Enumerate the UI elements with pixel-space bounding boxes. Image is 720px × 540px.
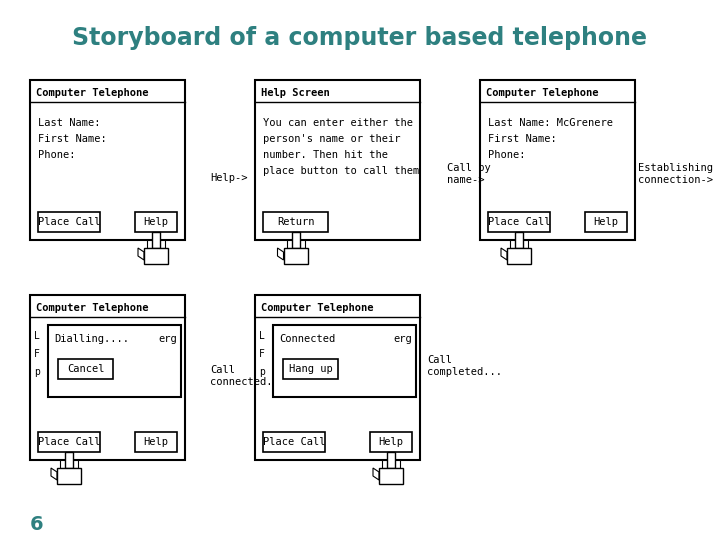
Polygon shape bbox=[292, 232, 300, 248]
Polygon shape bbox=[287, 240, 292, 248]
Text: Help Screen: Help Screen bbox=[261, 88, 330, 98]
Text: Computer Telephone: Computer Telephone bbox=[486, 88, 598, 98]
Text: Cancel: Cancel bbox=[67, 364, 104, 374]
Bar bbox=[135, 212, 177, 232]
Text: You can enter either the: You can enter either the bbox=[263, 118, 413, 128]
Bar bbox=[370, 432, 412, 452]
Bar bbox=[48, 325, 181, 397]
Text: Call by
name->: Call by name-> bbox=[447, 163, 491, 185]
Text: Hang up: Hang up bbox=[289, 364, 333, 374]
Bar bbox=[255, 80, 420, 240]
Text: Place Call: Place Call bbox=[37, 217, 100, 227]
Text: 6: 6 bbox=[30, 516, 44, 535]
Text: erg: erg bbox=[158, 334, 177, 344]
Text: Help: Help bbox=[379, 437, 403, 447]
Text: Place Call: Place Call bbox=[487, 217, 550, 227]
Polygon shape bbox=[277, 248, 284, 260]
Polygon shape bbox=[159, 240, 165, 248]
Bar bbox=[585, 212, 627, 232]
Text: First Name:: First Name: bbox=[488, 134, 557, 144]
Bar bbox=[38, 212, 100, 232]
Text: Computer Telephone: Computer Telephone bbox=[36, 88, 148, 98]
Text: L: L bbox=[34, 331, 40, 341]
Text: Computer Telephone: Computer Telephone bbox=[36, 303, 148, 313]
Text: Storyboard of a computer based telephone: Storyboard of a computer based telephone bbox=[73, 26, 647, 50]
Bar bbox=[38, 432, 100, 452]
Polygon shape bbox=[522, 240, 528, 248]
Text: Call
connected...: Call connected... bbox=[210, 365, 285, 387]
Text: p: p bbox=[34, 367, 40, 377]
Bar bbox=[135, 432, 177, 452]
Polygon shape bbox=[51, 468, 57, 480]
Bar bbox=[263, 432, 325, 452]
Text: Connected: Connected bbox=[279, 334, 336, 344]
Bar bbox=[488, 212, 550, 232]
Text: Return: Return bbox=[276, 217, 314, 227]
Bar bbox=[30, 80, 185, 240]
Bar bbox=[58, 359, 113, 379]
Text: Help: Help bbox=[143, 217, 168, 227]
Text: person's name or their: person's name or their bbox=[263, 134, 400, 144]
Polygon shape bbox=[72, 460, 78, 468]
Text: Phone:: Phone: bbox=[38, 150, 76, 160]
Text: Help: Help bbox=[143, 437, 168, 447]
Polygon shape bbox=[144, 248, 168, 264]
Polygon shape bbox=[379, 468, 403, 484]
Text: Dialling....: Dialling.... bbox=[54, 334, 129, 344]
Polygon shape bbox=[515, 232, 523, 248]
Text: number. Then hit the: number. Then hit the bbox=[263, 150, 388, 160]
Text: F: F bbox=[34, 349, 40, 359]
Polygon shape bbox=[65, 452, 73, 468]
Bar bbox=[263, 212, 328, 232]
Text: Last Name:: Last Name: bbox=[38, 118, 101, 128]
Polygon shape bbox=[284, 248, 307, 264]
Polygon shape bbox=[510, 240, 516, 248]
Polygon shape bbox=[373, 468, 379, 480]
Polygon shape bbox=[501, 248, 507, 260]
Polygon shape bbox=[382, 460, 388, 468]
Text: Help->: Help-> bbox=[210, 173, 248, 183]
Text: erg: erg bbox=[393, 334, 412, 344]
Bar bbox=[480, 80, 635, 240]
Polygon shape bbox=[138, 248, 144, 260]
Text: place button to call them: place button to call them bbox=[263, 166, 419, 176]
Text: Place Call: Place Call bbox=[263, 437, 325, 447]
Polygon shape bbox=[147, 240, 153, 248]
Bar bbox=[30, 295, 185, 460]
Text: Place Call: Place Call bbox=[37, 437, 100, 447]
Text: Help: Help bbox=[593, 217, 618, 227]
Bar bbox=[283, 359, 338, 379]
Polygon shape bbox=[507, 248, 531, 264]
Polygon shape bbox=[152, 232, 160, 248]
Text: F: F bbox=[259, 349, 265, 359]
Text: Phone:: Phone: bbox=[488, 150, 526, 160]
Polygon shape bbox=[387, 452, 395, 468]
Polygon shape bbox=[394, 460, 400, 468]
Polygon shape bbox=[57, 468, 81, 484]
Polygon shape bbox=[60, 460, 66, 468]
Text: p: p bbox=[259, 367, 265, 377]
Bar bbox=[273, 325, 416, 397]
Text: First Name:: First Name: bbox=[38, 134, 107, 144]
Text: Last Name: McGrenere: Last Name: McGrenere bbox=[488, 118, 613, 128]
Polygon shape bbox=[299, 240, 305, 248]
Bar bbox=[255, 295, 420, 460]
Text: L: L bbox=[259, 331, 265, 341]
Text: Call
completed...: Call completed... bbox=[427, 355, 502, 376]
Text: Establishing
connection->: Establishing connection-> bbox=[638, 163, 713, 185]
Text: Computer Telephone: Computer Telephone bbox=[261, 303, 374, 313]
